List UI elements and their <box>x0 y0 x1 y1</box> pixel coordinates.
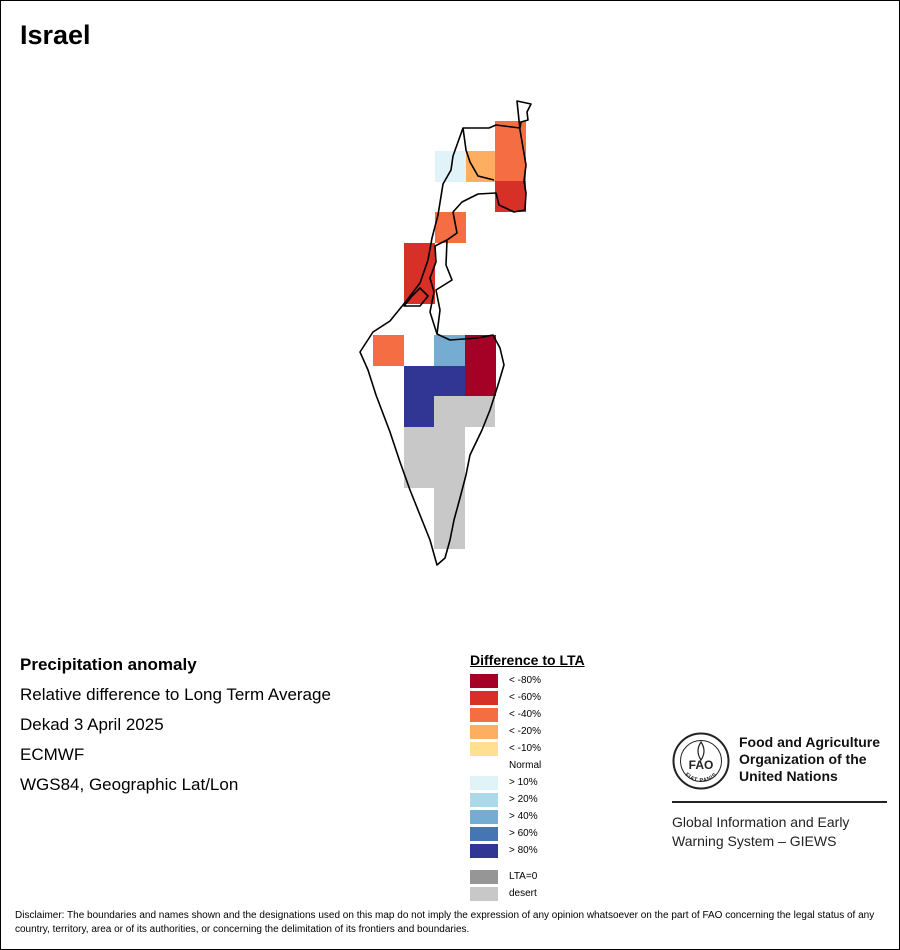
grid-cell <box>465 365 496 396</box>
legend-item: < -10% <box>470 741 585 758</box>
grid-cell <box>404 457 435 488</box>
grid-cell <box>434 427 465 458</box>
legend-item: > 80% <box>470 843 585 860</box>
info-source: ECMWF <box>20 745 85 764</box>
legend-swatch <box>470 708 498 722</box>
gaza-outline <box>403 287 429 307</box>
legend-item: Normal <box>470 758 585 775</box>
fao-logo-motto: FIAT PANIS <box>684 772 718 784</box>
legend-item: desert <box>470 886 585 903</box>
legend-item: < -20% <box>470 724 585 741</box>
grid-cell <box>404 396 435 427</box>
legend-items: < -80% < -60% < -40% < -20% < -10% Normal > 10… <box>470 673 585 860</box>
legend-swatch <box>470 725 498 739</box>
west-bank-outline <box>429 239 448 335</box>
grid-cell <box>435 151 466 182</box>
info-period: Dekad 3 April 2025 <box>20 715 164 734</box>
fao-name-line1: Food and Agriculture <box>739 734 881 750</box>
giews-name: Global Information and Early Warning Sys… <box>672 813 900 851</box>
legend-label: Normal <box>509 760 542 771</box>
grid-cell <box>495 181 526 212</box>
precipitation-map <box>359 100 532 566</box>
legend-label: < -10% <box>509 743 541 754</box>
legend-extra-items: LTA=0 desert <box>470 869 585 903</box>
grid-cell <box>495 151 526 182</box>
legend-label: LTA=0 <box>509 871 538 882</box>
fao-logo-icon: FAO FIAT PANIS <box>672 732 730 790</box>
info-projection: WGS84, Geographic Lat/Lon <box>20 775 239 794</box>
disclaimer: Disclaimer: The boundaries and names sho… <box>15 910 875 935</box>
legend-item: < -40% <box>470 707 585 724</box>
fao-org-name: Food and Agriculture Organization of the… <box>739 734 899 785</box>
grid-cells <box>373 121 526 549</box>
fao-logo-letters: FAO <box>689 758 714 772</box>
grid-cell <box>434 366 465 397</box>
legend-label: > 80% <box>509 845 538 856</box>
grid-cell <box>434 396 465 427</box>
grid-cell <box>404 366 435 397</box>
legend-swatch <box>470 793 498 807</box>
legend-item: LTA=0 <box>470 869 585 886</box>
legend-label: > 20% <box>509 794 538 805</box>
legend-item: < -60% <box>470 690 585 707</box>
legend-swatch <box>470 776 498 790</box>
grid-cell <box>434 457 465 488</box>
country-boundary <box>359 100 532 566</box>
fao-name-line2: Organization of the <box>739 751 867 767</box>
legend-swatch <box>470 674 498 688</box>
fao-divider <box>672 801 887 803</box>
grid-cell <box>373 335 404 366</box>
svg-text:FIAT PANIS: FIAT PANIS <box>684 772 719 784</box>
map-title: Israel <box>20 20 91 50</box>
giews-line1: Global Information and Early <box>672 814 850 830</box>
legend-label: < -40% <box>509 709 541 720</box>
info-heading: Precipitation anomaly <box>20 655 197 674</box>
northern-border-detail <box>462 127 495 181</box>
legend-swatch <box>470 844 498 858</box>
map-info: Precipitation anomaly Relative differenc… <box>20 655 331 805</box>
giews-line2: Warning System – GIEWS <box>672 833 837 849</box>
legend-item: > 20% <box>470 792 585 809</box>
israel-outline <box>359 100 532 566</box>
legend-item: > 40% <box>470 809 585 826</box>
legend-title: Difference to LTA <box>470 652 585 668</box>
legend-swatch <box>470 691 498 705</box>
legend-label: desert <box>509 888 537 899</box>
legend-label: < -20% <box>509 726 541 737</box>
legend-item: > 60% <box>470 826 585 843</box>
legend-label: < -80% <box>509 675 541 686</box>
legend-label: > 10% <box>509 777 538 788</box>
legend-swatch <box>470 810 498 824</box>
legend-swatch <box>470 742 498 756</box>
fao-name-line3: United Nations <box>739 768 838 784</box>
legend-swatch <box>470 887 498 901</box>
legend: Difference to LTA < -80% < -60% < -40% < -2… <box>470 652 585 903</box>
info-subtitle: Relative difference to Long Term Average <box>20 685 331 704</box>
legend-label: > 60% <box>509 828 538 839</box>
legend-item: > 10% <box>470 775 585 792</box>
grid-cell <box>464 396 495 427</box>
legend-swatch <box>470 870 498 884</box>
grid-cell <box>465 335 496 366</box>
grid-cell <box>404 427 435 458</box>
legend-swatch <box>470 827 498 841</box>
grid-cell <box>434 488 465 519</box>
legend-item: < -80% <box>470 673 585 690</box>
legend-label: < -60% <box>509 692 541 703</box>
legend-swatch <box>470 759 498 773</box>
legend-label: > 40% <box>509 811 538 822</box>
